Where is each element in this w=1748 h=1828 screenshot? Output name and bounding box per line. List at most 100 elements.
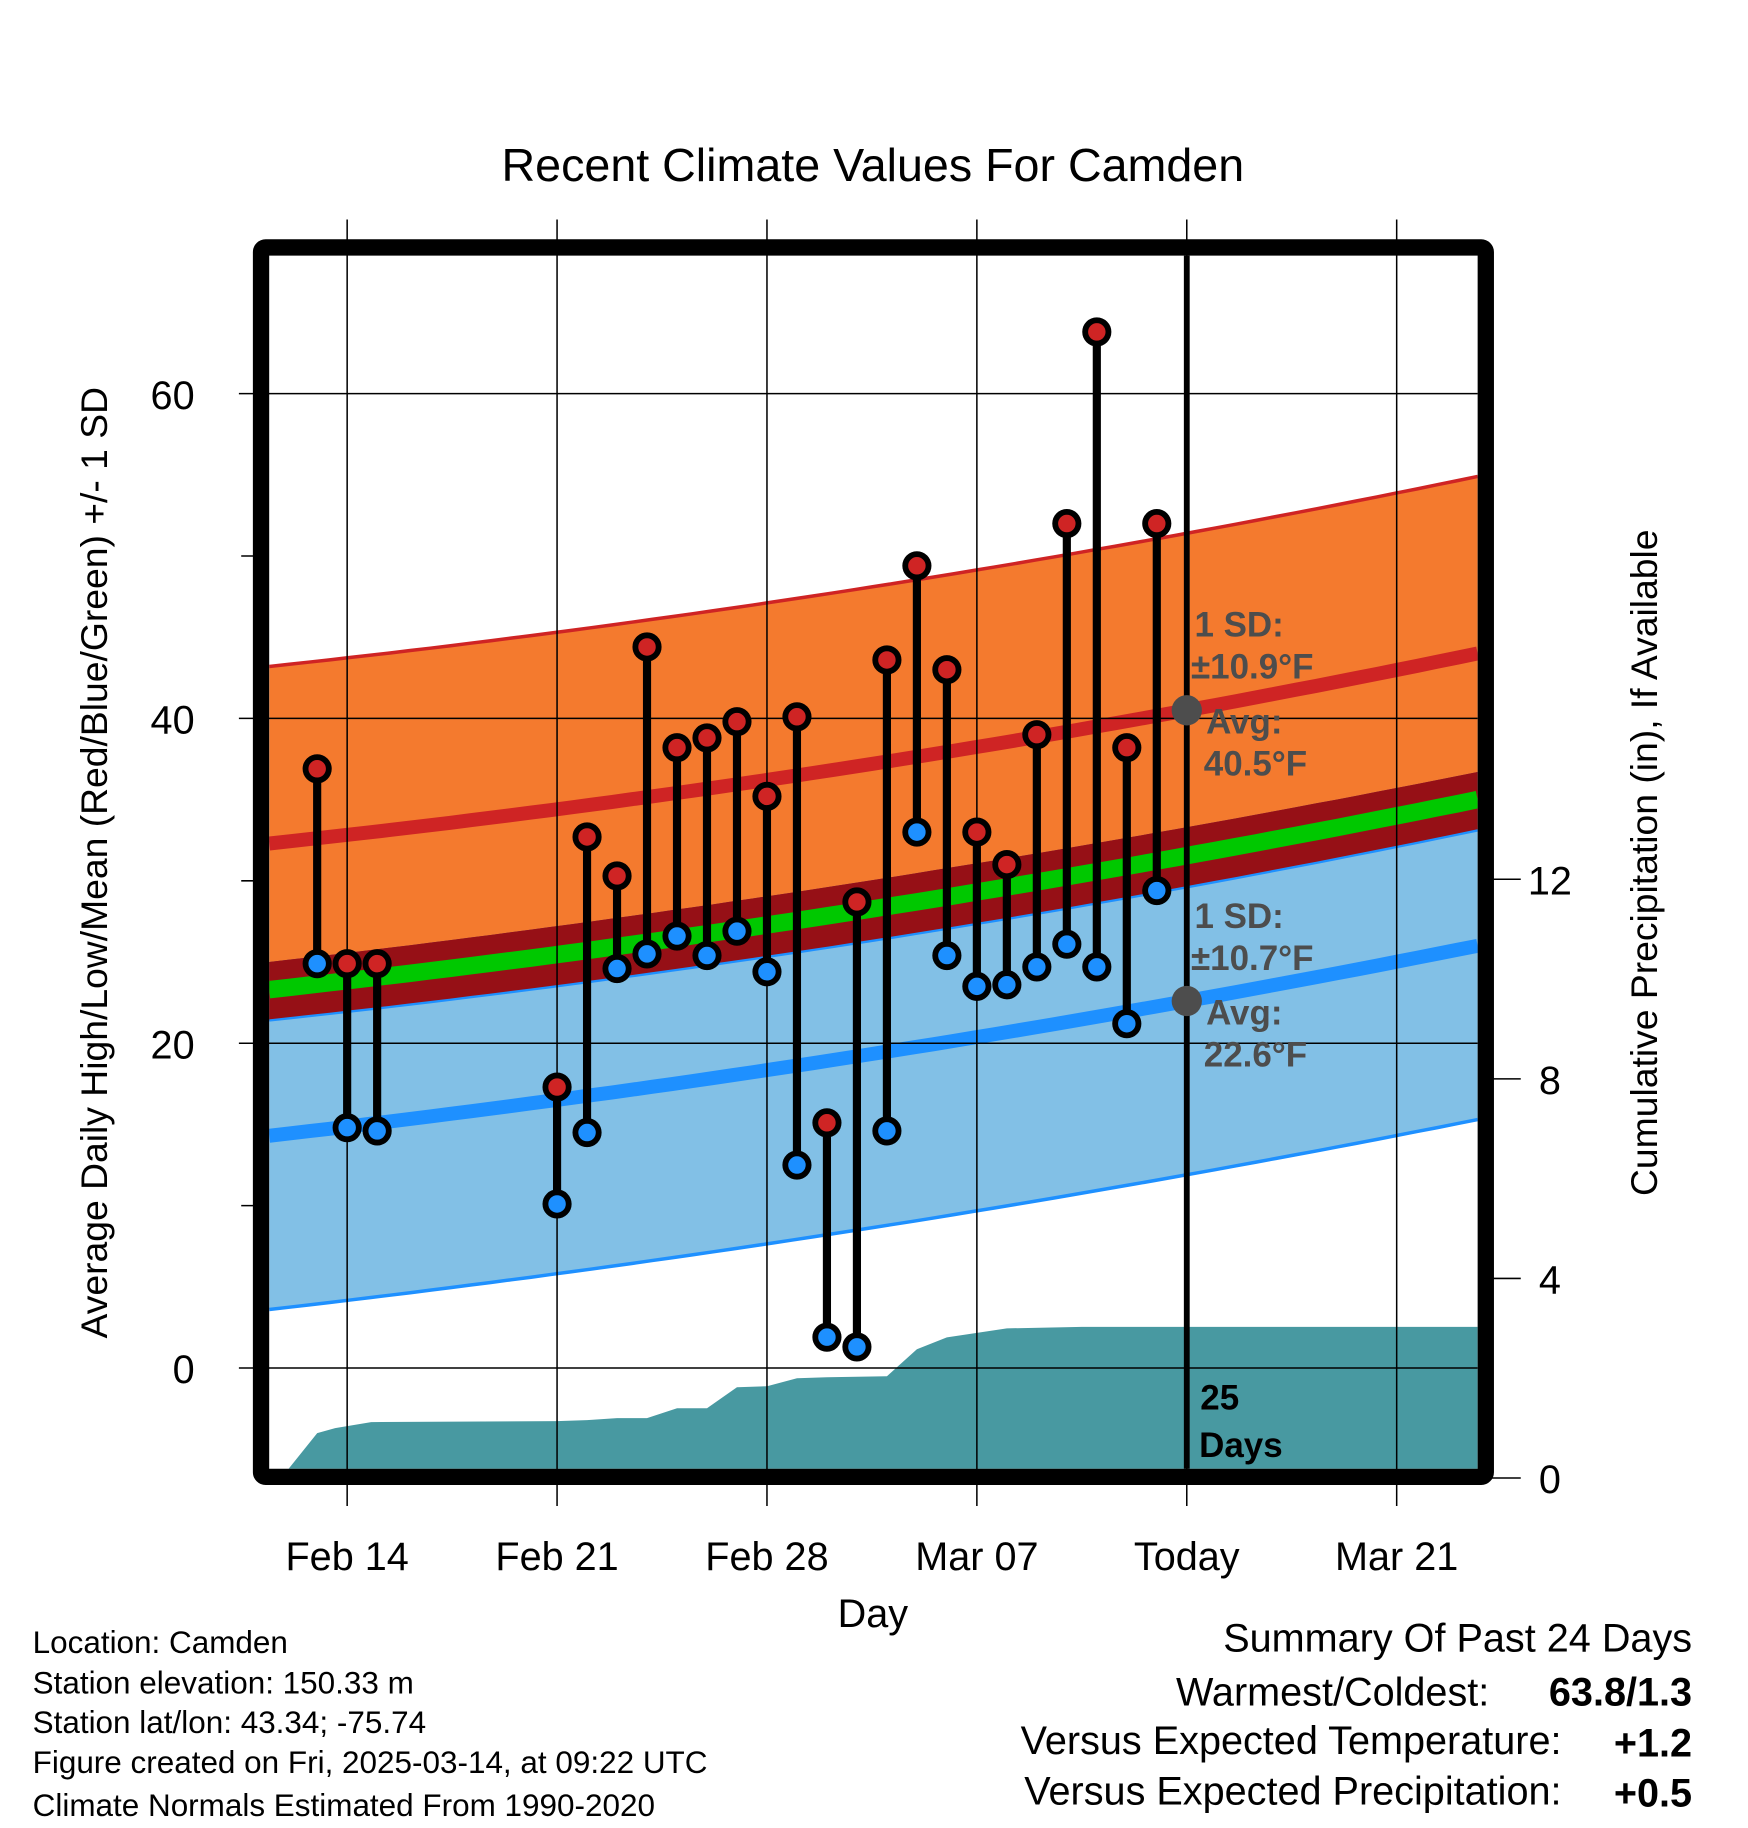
- mean-normal-line: [269, 791, 1478, 999]
- low-temp-point: [1052, 929, 1082, 959]
- high-normal-line: [269, 646, 1478, 851]
- high-temp-point: [572, 822, 602, 852]
- footer-normals: Climate Normals Estimated From 1990-2020: [33, 1788, 655, 1823]
- low-temp-point: [1112, 1009, 1142, 1039]
- high-upper-sd-line: [269, 474, 1478, 669]
- y-axis-label: Average Daily High/Low/Mean (Red/Blue/Gr…: [73, 387, 115, 1338]
- high-temp-point: [1082, 317, 1112, 347]
- high-temp-point: [632, 632, 662, 662]
- high-temp-point: [902, 551, 932, 581]
- high-avg-today-dot: [1171, 695, 1202, 726]
- high-temp-point: [1112, 733, 1142, 763]
- y-right-tick-label: 8: [1539, 1059, 1561, 1103]
- high-temp-point: [992, 850, 1022, 880]
- x-axis-label: Day: [838, 1592, 909, 1636]
- low-temp-point: [812, 1322, 842, 1352]
- high-temp-point: [1142, 508, 1172, 539]
- low-temp-point: [902, 817, 932, 847]
- low-temp-point: [962, 971, 992, 1001]
- low-avg-today-dot: [1171, 985, 1202, 1017]
- y-right-tick-label: 12: [1528, 859, 1572, 903]
- summary-precip-label: Versus Expected Precipitation:: [1024, 1769, 1561, 1813]
- summary-warmest-coldest-value: 63.8/1.3: [1549, 1670, 1692, 1714]
- chart-title: Recent Climate Values For Camden: [502, 139, 1245, 191]
- low-temp-point: [782, 1150, 812, 1180]
- plot-frame: [252, 239, 1494, 1486]
- high-temp-point: [1022, 720, 1052, 750]
- low-temp-point: [632, 939, 662, 969]
- x-tick-label: Mar 21: [1335, 1535, 1458, 1579]
- low-temp-point: [992, 970, 1022, 1000]
- y-right-tick-label: 0: [1539, 1458, 1561, 1502]
- high-temp-point: [362, 949, 392, 979]
- footer-latlon: Station lat/lon: 43.34; -75.74: [33, 1705, 426, 1740]
- x-tick-label: Feb 14: [285, 1535, 408, 1579]
- high-temp-point: [542, 1072, 572, 1102]
- days-count: 25: [1200, 1378, 1239, 1417]
- high-temp-point: [752, 781, 782, 811]
- high-temp-point: [932, 655, 962, 685]
- high-avg-label: Avg:: [1206, 702, 1282, 741]
- high-temp-point: [662, 733, 692, 763]
- y-tick-label: 60: [151, 374, 195, 418]
- footer-created: Figure created on Fri, 2025-03-14, at 09…: [33, 1745, 708, 1780]
- low-temp-point: [602, 953, 632, 984]
- station-info: Location: Camden Station elevation: 150.…: [33, 1625, 708, 1823]
- low-avg-value: 22.6°F: [1204, 1036, 1307, 1075]
- x-tick-label: Feb 21: [495, 1535, 618, 1579]
- low-temp-point: [722, 916, 752, 946]
- high-sd-value: ±10.9°F: [1191, 648, 1314, 687]
- x-tick-label: Feb 28: [705, 1535, 828, 1579]
- low-temp-point: [692, 940, 722, 971]
- footer-location: Location: Camden: [33, 1625, 288, 1660]
- footer-elevation: Station elevation: 150.33 m: [33, 1666, 414, 1701]
- summary: Summary Of Past 24 Days Warmest/Coldest:…: [1021, 1617, 1692, 1816]
- low-temp-point: [1142, 875, 1172, 906]
- y-tick-label: 0: [173, 1348, 195, 1392]
- low-temp-point: [572, 1117, 602, 1148]
- summary-title: Summary Of Past 24 Days: [1223, 1617, 1692, 1661]
- high-temp-point: [812, 1108, 842, 1138]
- high-avg-value: 40.5°F: [1204, 744, 1307, 783]
- low-temp-point: [1082, 952, 1112, 982]
- low-temp-point: [1022, 952, 1052, 982]
- low-sd-label: 1 SD:: [1194, 897, 1283, 936]
- annotations: 1 SD: ±10.9°F Avg: 40.5°F 1 SD: ±10.7°F …: [1191, 606, 1314, 1465]
- high-temp-point: [782, 702, 812, 732]
- high-lower-sd-line: [269, 829, 1478, 1022]
- high-temp-point: [602, 861, 632, 891]
- high-temp-point: [332, 949, 362, 979]
- x-tick-label: Today: [1134, 1535, 1240, 1579]
- summary-temp-label: Versus Expected Temperature:: [1021, 1719, 1562, 1763]
- days-word: Days: [1199, 1426, 1283, 1465]
- low-avg-label: Avg:: [1206, 994, 1282, 1033]
- low-temp-point: [302, 949, 332, 979]
- y-tick-label: 20: [151, 1023, 195, 1067]
- low-lower-sd-line: [269, 1117, 1478, 1312]
- observation-marks: [302, 317, 1172, 1362]
- high-temp-point: [1052, 508, 1082, 539]
- low-temp-point: [842, 1332, 872, 1362]
- high-temp-point: [872, 645, 902, 675]
- summary-warmest-coldest-label: Warmest/Coldest:: [1176, 1670, 1489, 1714]
- high-temp-point: [302, 754, 332, 784]
- low-temp-point: [542, 1189, 572, 1219]
- low-sd-value: ±10.7°F: [1191, 939, 1314, 978]
- plot-area: [269, 474, 1478, 1469]
- y-tick-label: 40: [151, 699, 195, 743]
- high-temp-point: [722, 707, 752, 737]
- high-temp-point: [842, 887, 872, 917]
- cumulative-precip-area: [288, 1326, 1478, 1469]
- low-temp-point: [872, 1116, 902, 1146]
- low-temp-point: [662, 921, 692, 951]
- low-temp-point: [362, 1116, 392, 1146]
- summary-temp-value: +1.2: [1614, 1722, 1692, 1766]
- summary-precip-value: +0.5: [1614, 1772, 1692, 1816]
- low-normal-line: [269, 938, 1478, 1143]
- y-right-tick-label: 4: [1539, 1259, 1561, 1303]
- low-temp-point: [332, 1113, 362, 1143]
- high-temp-point: [692, 723, 722, 753]
- high-sd-label: 1 SD:: [1194, 606, 1283, 645]
- low-temp-point: [932, 940, 962, 971]
